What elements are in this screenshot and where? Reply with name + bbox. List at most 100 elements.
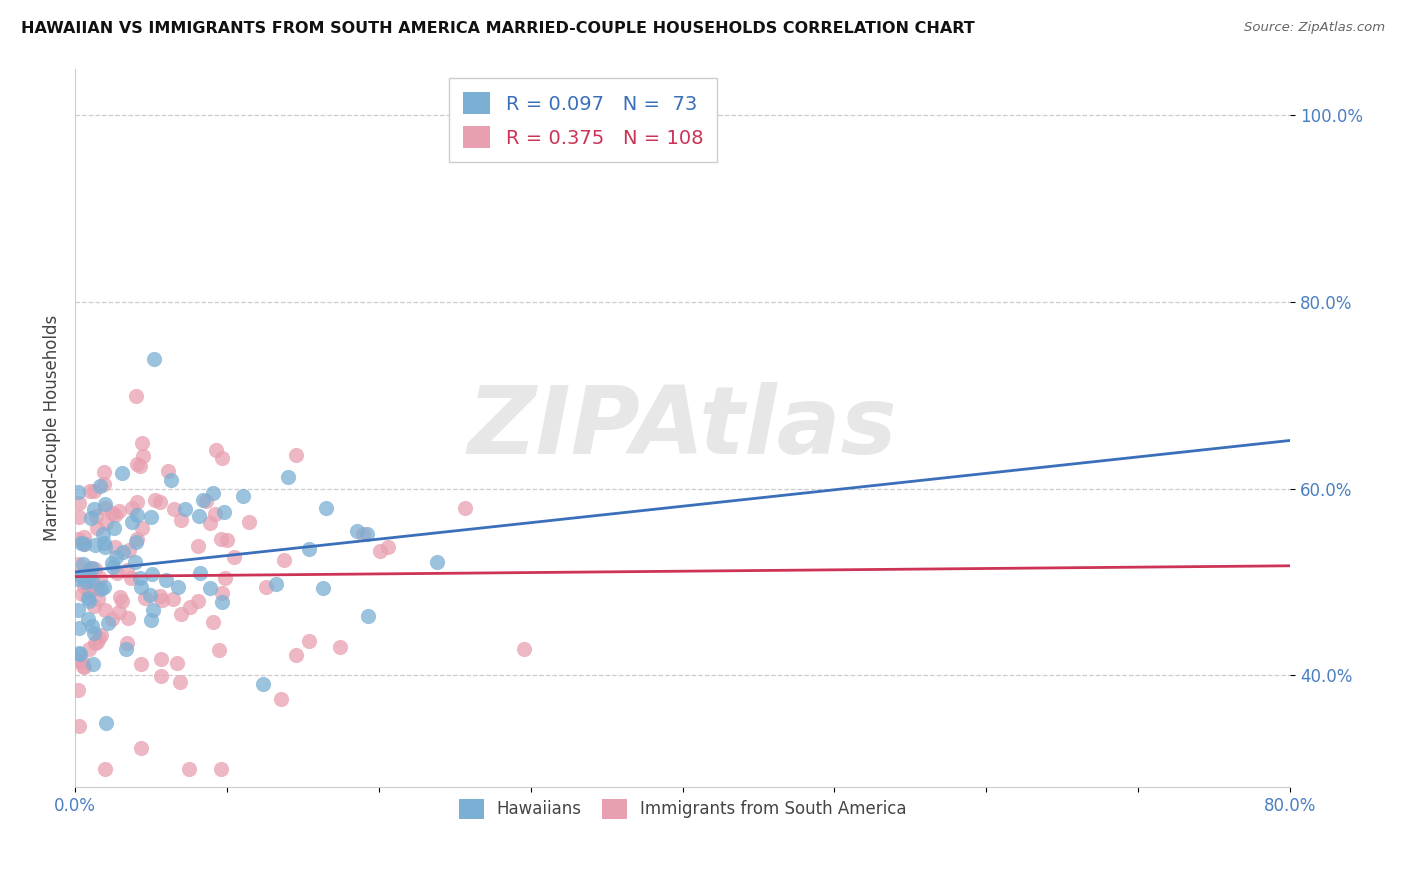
Point	[187, 594, 209, 608]
Point	[77, 583, 100, 598]
Point	[148, 589, 170, 603]
Point	[67, 719, 90, 733]
Point	[70, 535, 93, 549]
Point	[83, 599, 105, 613]
Point	[139, 613, 162, 627]
Point	[160, 473, 183, 487]
Point	[93, 602, 115, 616]
Legend: Hawaiians, Immigrants from South America: Hawaiians, Immigrants from South America	[451, 792, 914, 826]
Point	[87, 591, 110, 606]
Point	[96, 716, 118, 731]
Point	[94, 762, 117, 776]
Point	[67, 532, 90, 546]
Point	[232, 489, 254, 503]
Point	[94, 541, 117, 555]
Point	[79, 483, 101, 498]
Point	[143, 493, 166, 508]
Point	[187, 540, 209, 554]
Point	[129, 741, 152, 756]
Point	[211, 585, 233, 599]
Point	[84, 562, 107, 576]
Point	[127, 495, 149, 509]
Point	[77, 583, 100, 598]
Point	[356, 527, 378, 541]
Point	[67, 647, 90, 661]
Point	[170, 513, 193, 527]
Point	[352, 527, 374, 541]
Point	[79, 584, 101, 599]
Point	[264, 577, 287, 591]
Point	[125, 535, 148, 549]
Point	[346, 524, 368, 539]
Point	[69, 647, 91, 661]
Point	[205, 442, 228, 457]
Point	[86, 521, 108, 535]
Point	[84, 508, 107, 523]
Point	[73, 579, 96, 593]
Point	[100, 612, 122, 626]
Point	[284, 448, 307, 462]
Point	[155, 574, 177, 588]
Point	[118, 543, 141, 558]
Point	[194, 494, 217, 508]
Point	[215, 533, 238, 547]
Point	[72, 537, 94, 551]
Point	[193, 492, 215, 507]
Point	[177, 762, 200, 776]
Point	[79, 511, 101, 525]
Point	[117, 611, 139, 625]
Point	[284, 648, 307, 662]
Point	[129, 572, 152, 586]
Point	[166, 656, 188, 670]
Point	[86, 582, 108, 596]
Point	[298, 633, 321, 648]
Point	[131, 436, 153, 450]
Point	[79, 561, 101, 575]
Point	[198, 516, 221, 530]
Point	[108, 590, 131, 604]
Point	[312, 581, 335, 595]
Point	[97, 615, 120, 630]
Point	[179, 599, 201, 614]
Point	[83, 501, 105, 516]
Point	[75, 574, 97, 589]
Y-axis label: Married-couple Households: Married-couple Households	[44, 315, 60, 541]
Point	[72, 536, 94, 550]
Point	[93, 580, 115, 594]
Point	[134, 591, 156, 605]
Point	[103, 508, 125, 523]
Point	[76, 612, 98, 626]
Point	[298, 541, 321, 556]
Point	[104, 540, 127, 554]
Point	[357, 608, 380, 623]
Point	[93, 535, 115, 549]
Point	[67, 509, 90, 524]
Point	[67, 557, 90, 571]
Point	[115, 641, 138, 656]
Point	[143, 352, 166, 367]
Point	[131, 449, 153, 463]
Point	[127, 508, 149, 522]
Point	[124, 555, 146, 569]
Point	[368, 543, 391, 558]
Point	[67, 683, 90, 698]
Point	[67, 653, 90, 667]
Point	[254, 580, 277, 594]
Text: ZIPAtlas: ZIPAtlas	[468, 382, 897, 474]
Point	[77, 641, 100, 656]
Point	[83, 635, 105, 649]
Point	[238, 515, 260, 529]
Point	[86, 635, 108, 649]
Point	[204, 507, 226, 521]
Point	[77, 568, 100, 582]
Text: HAWAIIAN VS IMMIGRANTS FROM SOUTH AMERICA MARRIED-COUPLE HOUSEHOLDS CORRELATION : HAWAIIAN VS IMMIGRANTS FROM SOUTH AMERIC…	[21, 21, 974, 37]
Point	[121, 500, 143, 515]
Point	[100, 507, 122, 521]
Point	[129, 458, 152, 473]
Point	[208, 642, 231, 657]
Point	[212, 505, 235, 519]
Point	[187, 509, 209, 524]
Point	[200, 581, 222, 595]
Point	[117, 563, 139, 577]
Point	[101, 559, 124, 574]
